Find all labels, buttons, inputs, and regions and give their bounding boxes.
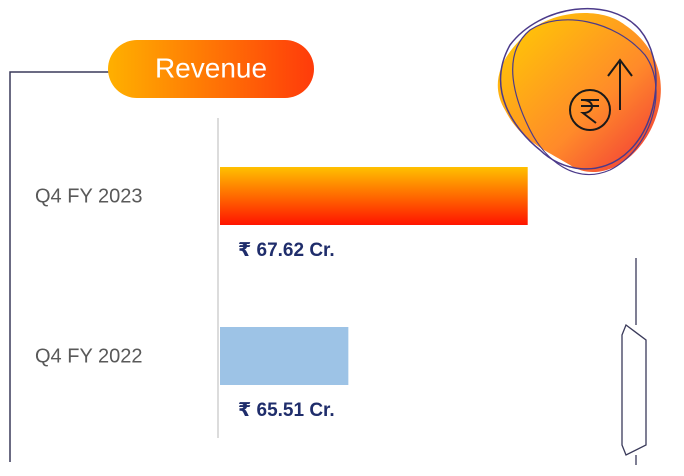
title-pill <box>108 40 314 98</box>
chart-title: Revenue <box>155 52 267 83</box>
bar <box>220 167 528 225</box>
side-decoration <box>621 258 647 465</box>
value-label: ₹ 65.51 Cr. <box>238 400 335 421</box>
value-label: ₹ 67.62 Cr. <box>238 240 335 261</box>
category-label: Q4 FY 2022 <box>35 345 142 367</box>
bar <box>220 327 349 385</box>
category-label: Q4 FY 2023 <box>35 185 142 207</box>
frame-line <box>9 71 110 462</box>
revenue-icon <box>497 7 661 176</box>
